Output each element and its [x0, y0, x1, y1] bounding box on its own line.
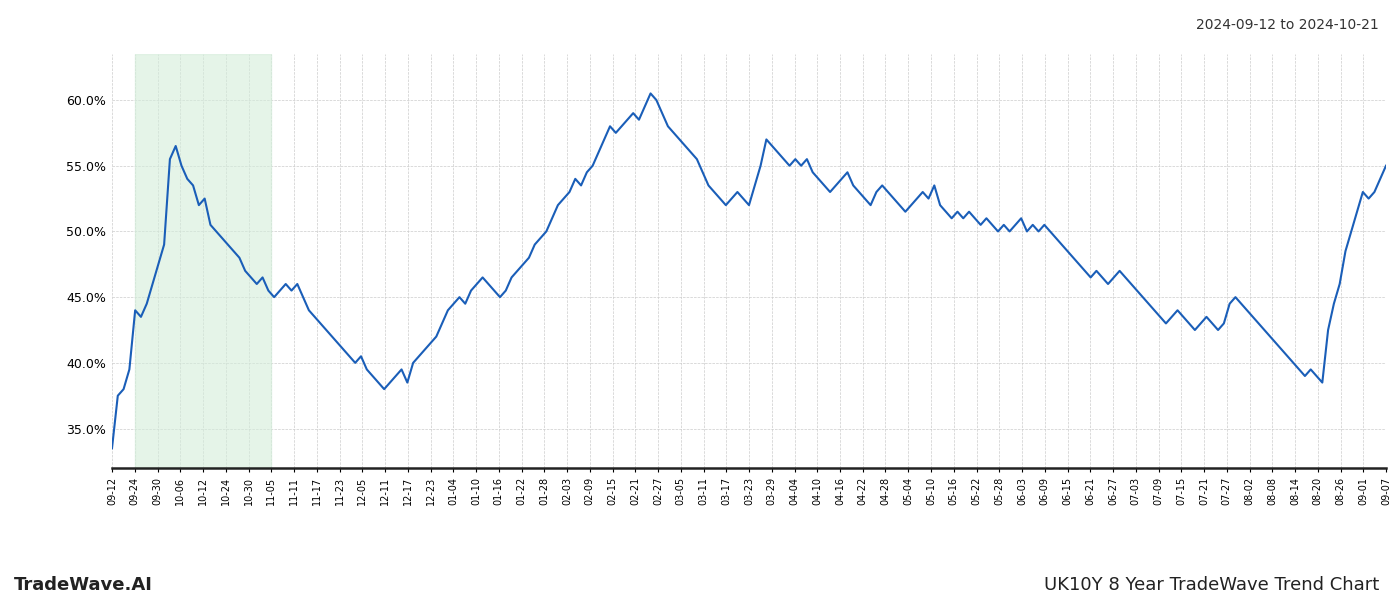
Text: TradeWave.AI: TradeWave.AI: [14, 576, 153, 594]
Bar: [134, 54, 272, 468]
Text: 2024-09-12 to 2024-10-21: 2024-09-12 to 2024-10-21: [1196, 18, 1379, 32]
Text: UK10Y 8 Year TradeWave Trend Chart: UK10Y 8 Year TradeWave Trend Chart: [1044, 576, 1379, 594]
